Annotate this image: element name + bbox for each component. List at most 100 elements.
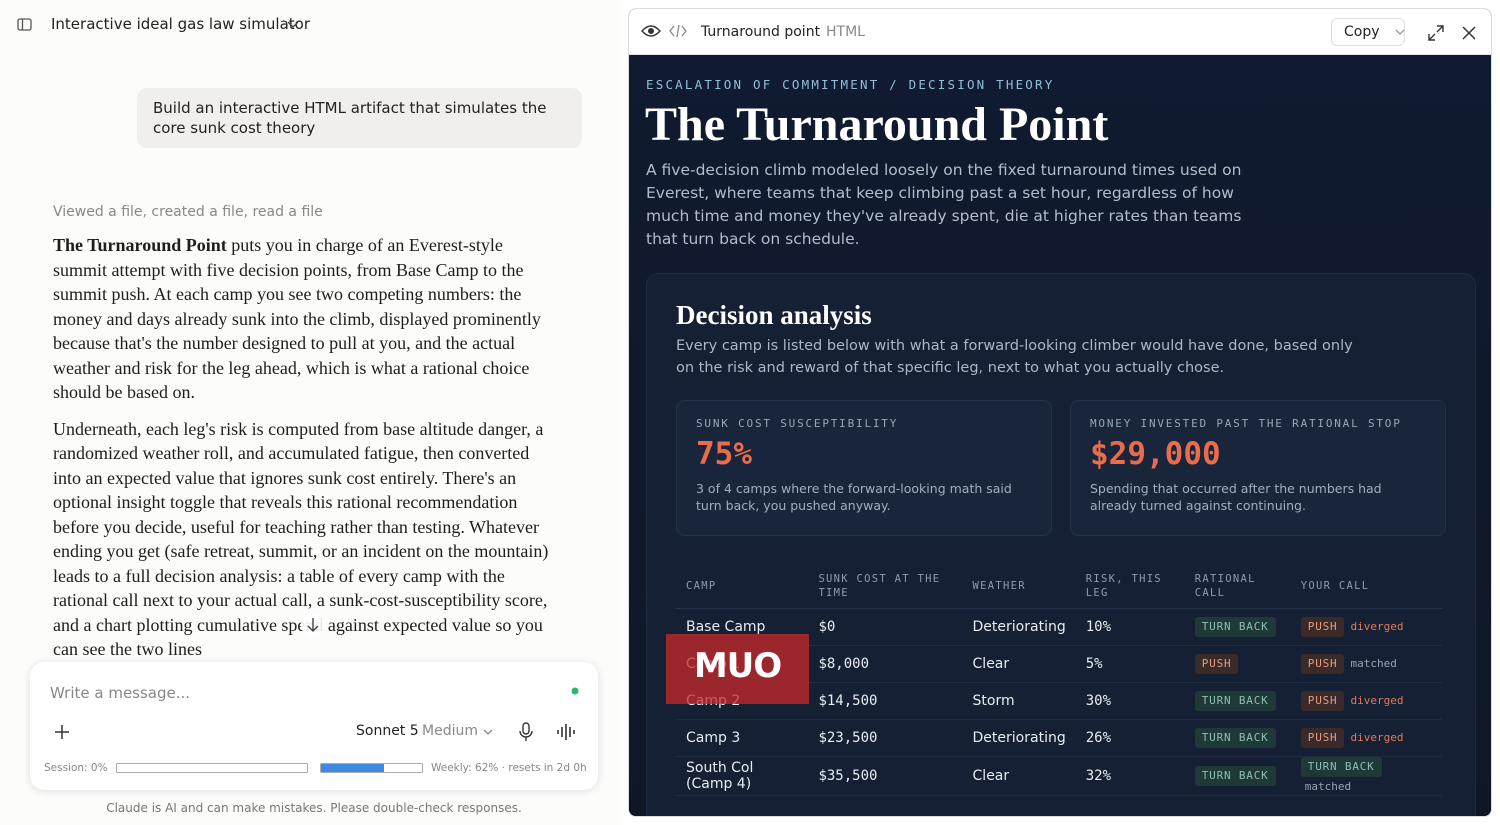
paragraph-text: Underneath, each leg's risk is computed … bbox=[53, 418, 549, 660]
risk-cell: 30% bbox=[1075, 682, 1185, 720]
column-header: RISK, THIS LEG bbox=[1075, 564, 1185, 609]
verdict: matched bbox=[1350, 656, 1397, 670]
artifact-description: A five-decision climb modeled loosely on… bbox=[646, 161, 1242, 248]
preview-tab[interactable] bbox=[641, 23, 661, 39]
your-call-badge: PUSH bbox=[1300, 690, 1345, 711]
disclaimer: Claude is AI and can make mistakes. Plea… bbox=[106, 801, 522, 815]
code-tab[interactable] bbox=[669, 24, 687, 38]
weekly-fill bbox=[321, 764, 384, 772]
artifact-type: HTML bbox=[826, 24, 865, 40]
rational-cell: TURN BACK bbox=[1184, 719, 1291, 757]
sunk-cost-cell: $23,500 bbox=[808, 719, 963, 757]
column-header: CAMP bbox=[676, 564, 809, 609]
eyebrow: ESCALATION OF COMMITMENT / DECISION THEO… bbox=[646, 77, 1055, 92]
verdict: diverged bbox=[1350, 619, 1404, 633]
copy-button[interactable]: Copy bbox=[1331, 18, 1405, 46]
your-call-cell: PUSH diverged bbox=[1290, 608, 1442, 646]
watermark: MUO bbox=[666, 634, 809, 704]
rational-badge: TURN BACK bbox=[1194, 727, 1276, 748]
column-header: RATIONAL CALL bbox=[1184, 564, 1291, 609]
stat-label: SUNK COST SUSCEPTIBILITY bbox=[696, 417, 899, 430]
paragraph-text: puts you in charge of an Everest-style s… bbox=[53, 235, 541, 402]
your-call-cell: PUSH diverged bbox=[1290, 719, 1442, 757]
stat-card: SUNK COST SUSCEPTIBILITY 75% 3 of 4 camps … bbox=[676, 400, 1052, 536]
rational-badge: PUSH bbox=[1194, 653, 1239, 674]
weather-cell: Clear bbox=[962, 645, 1076, 683]
artifact-header: Turnaround point HTML Copy bbox=[629, 9, 1491, 55]
your-call-badge: TURN BACK bbox=[1300, 756, 1382, 777]
weekly-bar bbox=[320, 763, 423, 773]
sidebar-toggle[interactable] bbox=[17, 17, 33, 33]
chat-panel: Interactive ideal gas law simulator Buil… bbox=[0, 0, 620, 825]
table-row: Base Camp $0 Deteriorating 10% TURN BACK PUSH… bbox=[676, 608, 1442, 646]
risk-cell: 26% bbox=[1075, 719, 1185, 757]
composer: Write a message... Sonnet 5 Medium Sessi… bbox=[30, 662, 598, 790]
stat-description: 3 of 4 camps where the forward-looking m… bbox=[696, 481, 1012, 513]
assistant-response: The Turnaround Point puts you in charge … bbox=[53, 233, 553, 660]
session-bar bbox=[116, 763, 308, 773]
verdict: diverged bbox=[1350, 693, 1404, 707]
rational-cell: TURN BACK bbox=[1184, 682, 1291, 720]
stat-value: 75% bbox=[696, 436, 752, 472]
rational-cell: PUSH bbox=[1184, 645, 1291, 683]
response-paragraph: Underneath, each leg's risk is computed … bbox=[53, 417, 553, 661]
add-button[interactable] bbox=[54, 724, 70, 740]
table-row: South Col (Camp 4) $35,500 Clear 32% TURN BA… bbox=[676, 756, 1442, 796]
chevron[interactable] bbox=[483, 728, 493, 736]
model-name[interactable]: Sonnet 5 bbox=[356, 723, 419, 739]
your-call-badge: PUSH bbox=[1300, 653, 1345, 674]
rational-cell: TURN BACK bbox=[1184, 608, 1291, 646]
column-header: WEATHER bbox=[962, 564, 1076, 609]
your-call-badge: PUSH bbox=[1300, 727, 1345, 748]
your-call-badge: PUSH bbox=[1300, 616, 1345, 637]
scroll-down[interactable] bbox=[300, 612, 326, 638]
column-header: YOUR CALL bbox=[1290, 564, 1442, 609]
weather-cell: Deteriorating bbox=[962, 719, 1076, 757]
chevron[interactable] bbox=[287, 20, 299, 30]
sunk-cost-cell: $8,000 bbox=[808, 645, 963, 683]
close-button[interactable] bbox=[1462, 26, 1476, 40]
weather-cell: Clear bbox=[962, 756, 1076, 796]
stat-label: MONEY INVESTED PAST THE RATIONAL STOP bbox=[1090, 417, 1402, 430]
stat-value: $29,000 bbox=[1090, 436, 1221, 472]
risk-cell: 32% bbox=[1075, 756, 1185, 796]
artifact-title: Turnaround point bbox=[701, 24, 821, 40]
chat-title[interactable]: Interactive ideal gas law simulator bbox=[51, 15, 310, 33]
analysis-description: Every camp is listed below with what a f… bbox=[676, 338, 1353, 376]
mic-button[interactable] bbox=[518, 722, 534, 742]
status-dot bbox=[571, 687, 579, 695]
copy-menu[interactable] bbox=[1395, 28, 1405, 36]
weekly-usage: Weekly: 62% · resets in 2d 0h bbox=[431, 762, 587, 774]
rational-cell: TURN BACK bbox=[1184, 756, 1291, 796]
sunk-cost-cell: $35,500 bbox=[808, 756, 963, 796]
verdict: matched bbox=[1304, 779, 1352, 793]
analysis-title: Decision analysis bbox=[676, 300, 872, 330]
risk-cell: 10% bbox=[1075, 608, 1185, 646]
rational-badge: TURN BACK bbox=[1194, 616, 1276, 637]
user-message: Build an interactive HTML artifact that … bbox=[137, 88, 582, 148]
message-input[interactable]: Write a message... bbox=[50, 684, 191, 702]
weather-cell: Deteriorating bbox=[962, 608, 1076, 646]
risk-cell: 5% bbox=[1075, 645, 1185, 683]
tool-status[interactable]: Viewed a file, created a file, read a fi… bbox=[53, 204, 323, 220]
your-call-cell: TURN BACK matched bbox=[1290, 756, 1442, 796]
rational-badge: TURN BACK bbox=[1194, 690, 1276, 711]
model-effort[interactable]: Medium bbox=[422, 723, 478, 739]
column-header: SUNK COST AT THE TIME bbox=[808, 564, 963, 609]
expand-button[interactable] bbox=[1428, 25, 1444, 41]
your-call-cell: PUSH diverged bbox=[1290, 682, 1442, 720]
response-paragraph: The Turnaround Point puts you in charge … bbox=[53, 233, 553, 405]
bold-text: The Turnaround Point bbox=[53, 235, 227, 255]
weather-cell: Storm bbox=[962, 682, 1076, 720]
session-usage: Session: 0% bbox=[44, 762, 108, 774]
artifact-heading: The Turnaround Point bbox=[645, 98, 1109, 151]
verdict: diverged bbox=[1350, 730, 1404, 744]
rational-badge: TURN BACK bbox=[1194, 765, 1276, 786]
voice-button[interactable] bbox=[556, 723, 578, 741]
your-call-cell: PUSH matched bbox=[1290, 645, 1442, 683]
camp-cell: Camp 3 bbox=[676, 719, 809, 757]
table-row: Camp 3 $23,500 Deteriorating 26% TURN BACK PU… bbox=[676, 719, 1442, 757]
camp-cell: South Col (Camp 4) bbox=[676, 756, 809, 796]
sunk-cost-cell: $0 bbox=[808, 608, 963, 646]
